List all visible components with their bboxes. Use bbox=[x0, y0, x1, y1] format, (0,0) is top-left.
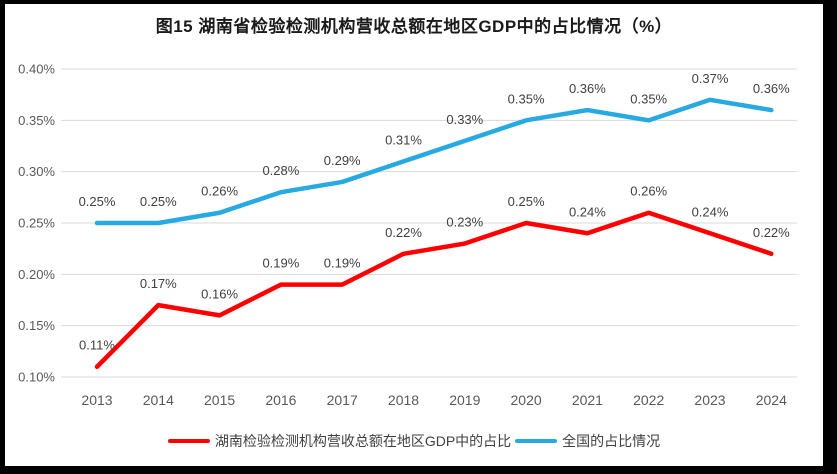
data-label-series-1: 0.35% bbox=[630, 91, 667, 106]
legend-item-national: 全国的占比情况 bbox=[515, 431, 660, 451]
legend-label-national: 全国的占比情况 bbox=[562, 433, 661, 449]
data-label-series-0: 0.23% bbox=[446, 215, 483, 230]
x-tick-label: 2014 bbox=[143, 392, 174, 408]
data-label-series-1: 0.36% bbox=[569, 81, 606, 96]
x-tick-label: 2024 bbox=[756, 392, 787, 408]
data-label-series-1: 0.31% bbox=[385, 132, 422, 147]
legend-item-hunan: 湖南检验检测机构营收总额在地区GDP中的占比 bbox=[167, 431, 512, 451]
data-label-series-1: 0.29% bbox=[324, 153, 361, 168]
legend-swatch-national-line bbox=[515, 439, 558, 443]
y-tick-label: 0.25% bbox=[18, 216, 55, 231]
data-label-series-1: 0.33% bbox=[446, 112, 483, 127]
y-tick-label: 0.10% bbox=[18, 370, 55, 385]
data-label-series-1: 0.28% bbox=[262, 163, 299, 178]
data-label-series-1: 0.26% bbox=[201, 184, 238, 199]
x-tick-label: 2021 bbox=[572, 392, 603, 408]
data-label-series-0: 0.25% bbox=[508, 194, 545, 209]
legend: 湖南检验检测机构营收总额在地区GDP中的占比 全国的占比情况 bbox=[5, 431, 823, 451]
legend-label-hunan: 湖南检验检测机构营收总额在地区GDP中的占比 bbox=[214, 433, 512, 449]
data-label-series-0: 0.22% bbox=[753, 225, 790, 240]
data-label-series-1: 0.35% bbox=[508, 91, 545, 106]
y-tick-label: 0.35% bbox=[18, 113, 55, 128]
legend-swatch-hunan-line bbox=[167, 439, 210, 443]
data-label-series-0: 0.17% bbox=[140, 276, 177, 291]
data-label-series-0: 0.19% bbox=[324, 256, 361, 271]
x-tick-label: 2023 bbox=[694, 392, 725, 408]
data-label-series-0: 0.24% bbox=[569, 204, 606, 219]
x-tick-label: 2017 bbox=[327, 392, 358, 408]
data-label-series-1: 0.37% bbox=[692, 71, 729, 86]
x-tick-label: 2019 bbox=[449, 392, 480, 408]
data-label-series-0: 0.16% bbox=[201, 286, 238, 301]
data-label-series-0: 0.19% bbox=[262, 256, 299, 271]
plot-area: 0.40% 0.35% 0.30% 0.25% 0.20% 0.15% 0.10% 2013 2… bbox=[18, 62, 797, 408]
x-tick-label: 2013 bbox=[81, 392, 112, 408]
x-tick-label: 2015 bbox=[204, 392, 235, 408]
x-tick-label: 2018 bbox=[388, 392, 419, 408]
x-tick-label: 2016 bbox=[265, 392, 296, 408]
data-label-series-0: 0.11% bbox=[79, 338, 115, 353]
x-tick-label: 2020 bbox=[511, 392, 542, 408]
y-tick-label: 0.40% bbox=[18, 62, 55, 77]
series-line-1 bbox=[94, 97, 774, 226]
data-label-series-1: 0.36% bbox=[753, 81, 790, 96]
y-tick-label: 0.30% bbox=[18, 164, 55, 179]
data-label-series-0: 0.26% bbox=[630, 184, 667, 199]
x-tick-label: 2022 bbox=[633, 392, 664, 408]
y-tick-label: 0.15% bbox=[18, 318, 55, 333]
y-tick-label: 0.20% bbox=[18, 267, 55, 282]
series-line-0 bbox=[94, 210, 774, 369]
data-label-series-0: 0.22% bbox=[385, 225, 422, 240]
data-label-series-1: 0.25% bbox=[140, 194, 177, 209]
chart-title: 图15 湖南省检验检测机构营收总额在地区GDP中的占比情况（%） bbox=[155, 17, 673, 36]
data-label-series-1: 0.25% bbox=[79, 194, 116, 209]
chart-canvas: 图15 湖南省检验检测机构营收总额在地区GDP中的占比情况（%） 0.40% 0.… bbox=[5, 4, 823, 466]
data-label-series-0: 0.24% bbox=[692, 204, 729, 219]
